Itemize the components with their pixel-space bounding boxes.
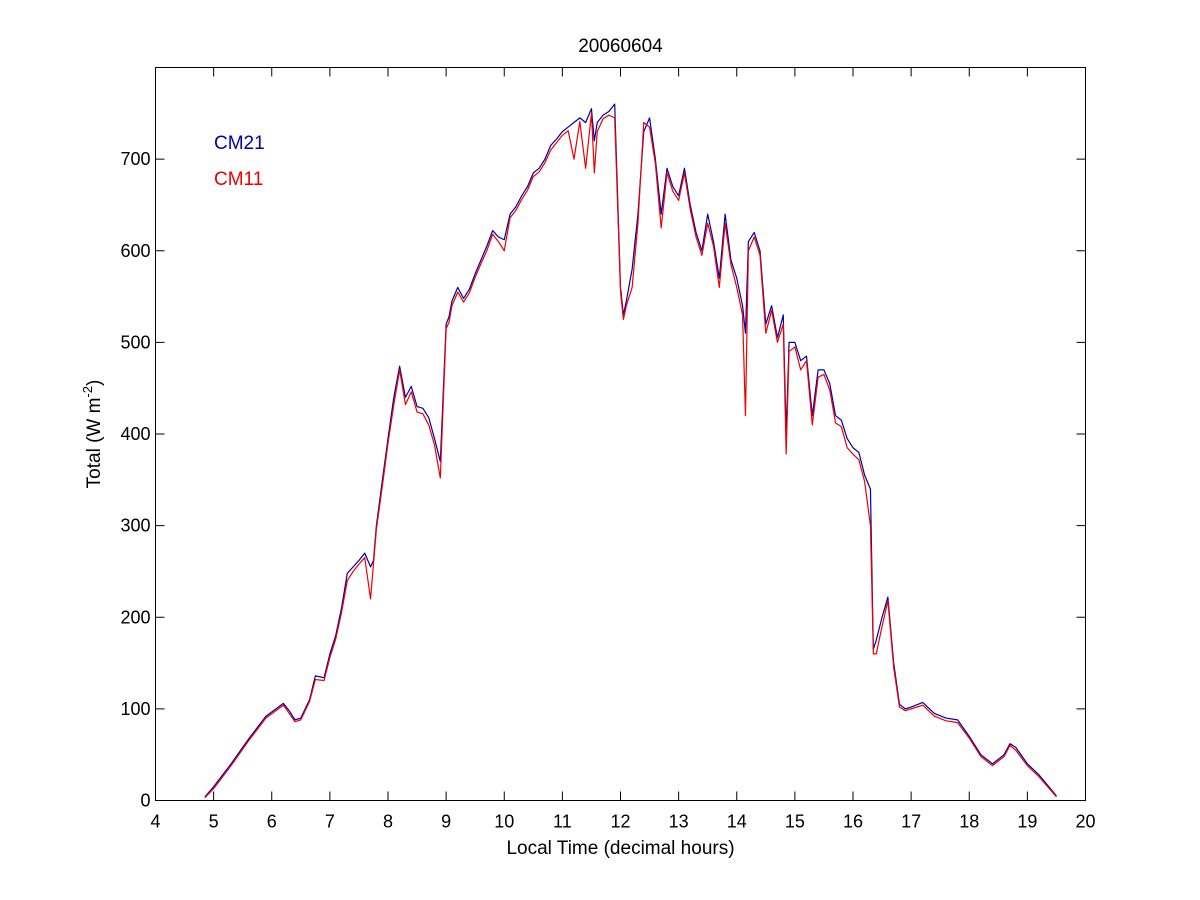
x-tick-label: 18 xyxy=(959,812,979,832)
x-tick-label: 11 xyxy=(553,812,572,832)
y-axis-ticks xyxy=(155,158,1086,801)
x-tick-label: 14 xyxy=(727,812,747,832)
y-axis-label-end: ) xyxy=(84,380,105,386)
x-tick-label: 20 xyxy=(1075,812,1095,832)
x-tick-label: 8 xyxy=(383,812,393,832)
chart-title: 20060604 xyxy=(578,36,663,57)
y-axis-tick-labels: 0 100 200 300 400 500 600 700 xyxy=(120,149,150,810)
x-tick-label: 10 xyxy=(494,812,514,832)
x-tick-label: 19 xyxy=(1017,812,1037,832)
x-tick-label: 7 xyxy=(325,812,335,832)
series-layer xyxy=(204,103,1057,799)
x-tick-label: 9 xyxy=(441,812,451,832)
x-tick-label: 13 xyxy=(669,812,689,832)
x-tick-label: 6 xyxy=(267,812,277,832)
y-tick-label: 100 xyxy=(120,699,150,719)
y-axis-label: Total (W m-2) xyxy=(80,380,105,489)
x-tick-label: 4 xyxy=(150,812,160,832)
y-tick-label: 700 xyxy=(120,149,150,169)
y-tick-label: 600 xyxy=(120,241,150,261)
y-axis-label-superscript: -2 xyxy=(80,386,95,398)
y-tick-label: 500 xyxy=(120,332,150,352)
y-tick-label: 400 xyxy=(120,424,150,444)
legend-entry-cm21: CM21 xyxy=(214,133,265,154)
y-tick-label: 200 xyxy=(120,607,150,627)
x-tick-label: 16 xyxy=(843,812,863,832)
x-axis-ticks xyxy=(155,67,1086,801)
y-tick-label: 0 xyxy=(140,791,150,811)
x-tick-label: 15 xyxy=(785,812,805,832)
legend: CM21 CM11 xyxy=(214,133,265,190)
x-tick-label: 12 xyxy=(610,812,630,832)
legend-entry-cm11: CM11 xyxy=(214,169,263,190)
x-tick-label: 5 xyxy=(209,812,219,832)
y-axis-label-main: Total (W m xyxy=(84,398,105,489)
x-axis-tick-labels: 4 5 6 7 8 9 10 11 12 13 14 15 16 17 18 19 20 xyxy=(150,812,1095,832)
x-axis-label: Local Time (decimal hours) xyxy=(506,838,734,859)
x-tick-label: 17 xyxy=(901,812,921,832)
series-line-cm11 xyxy=(204,112,1057,799)
y-tick-label: 300 xyxy=(120,516,150,536)
